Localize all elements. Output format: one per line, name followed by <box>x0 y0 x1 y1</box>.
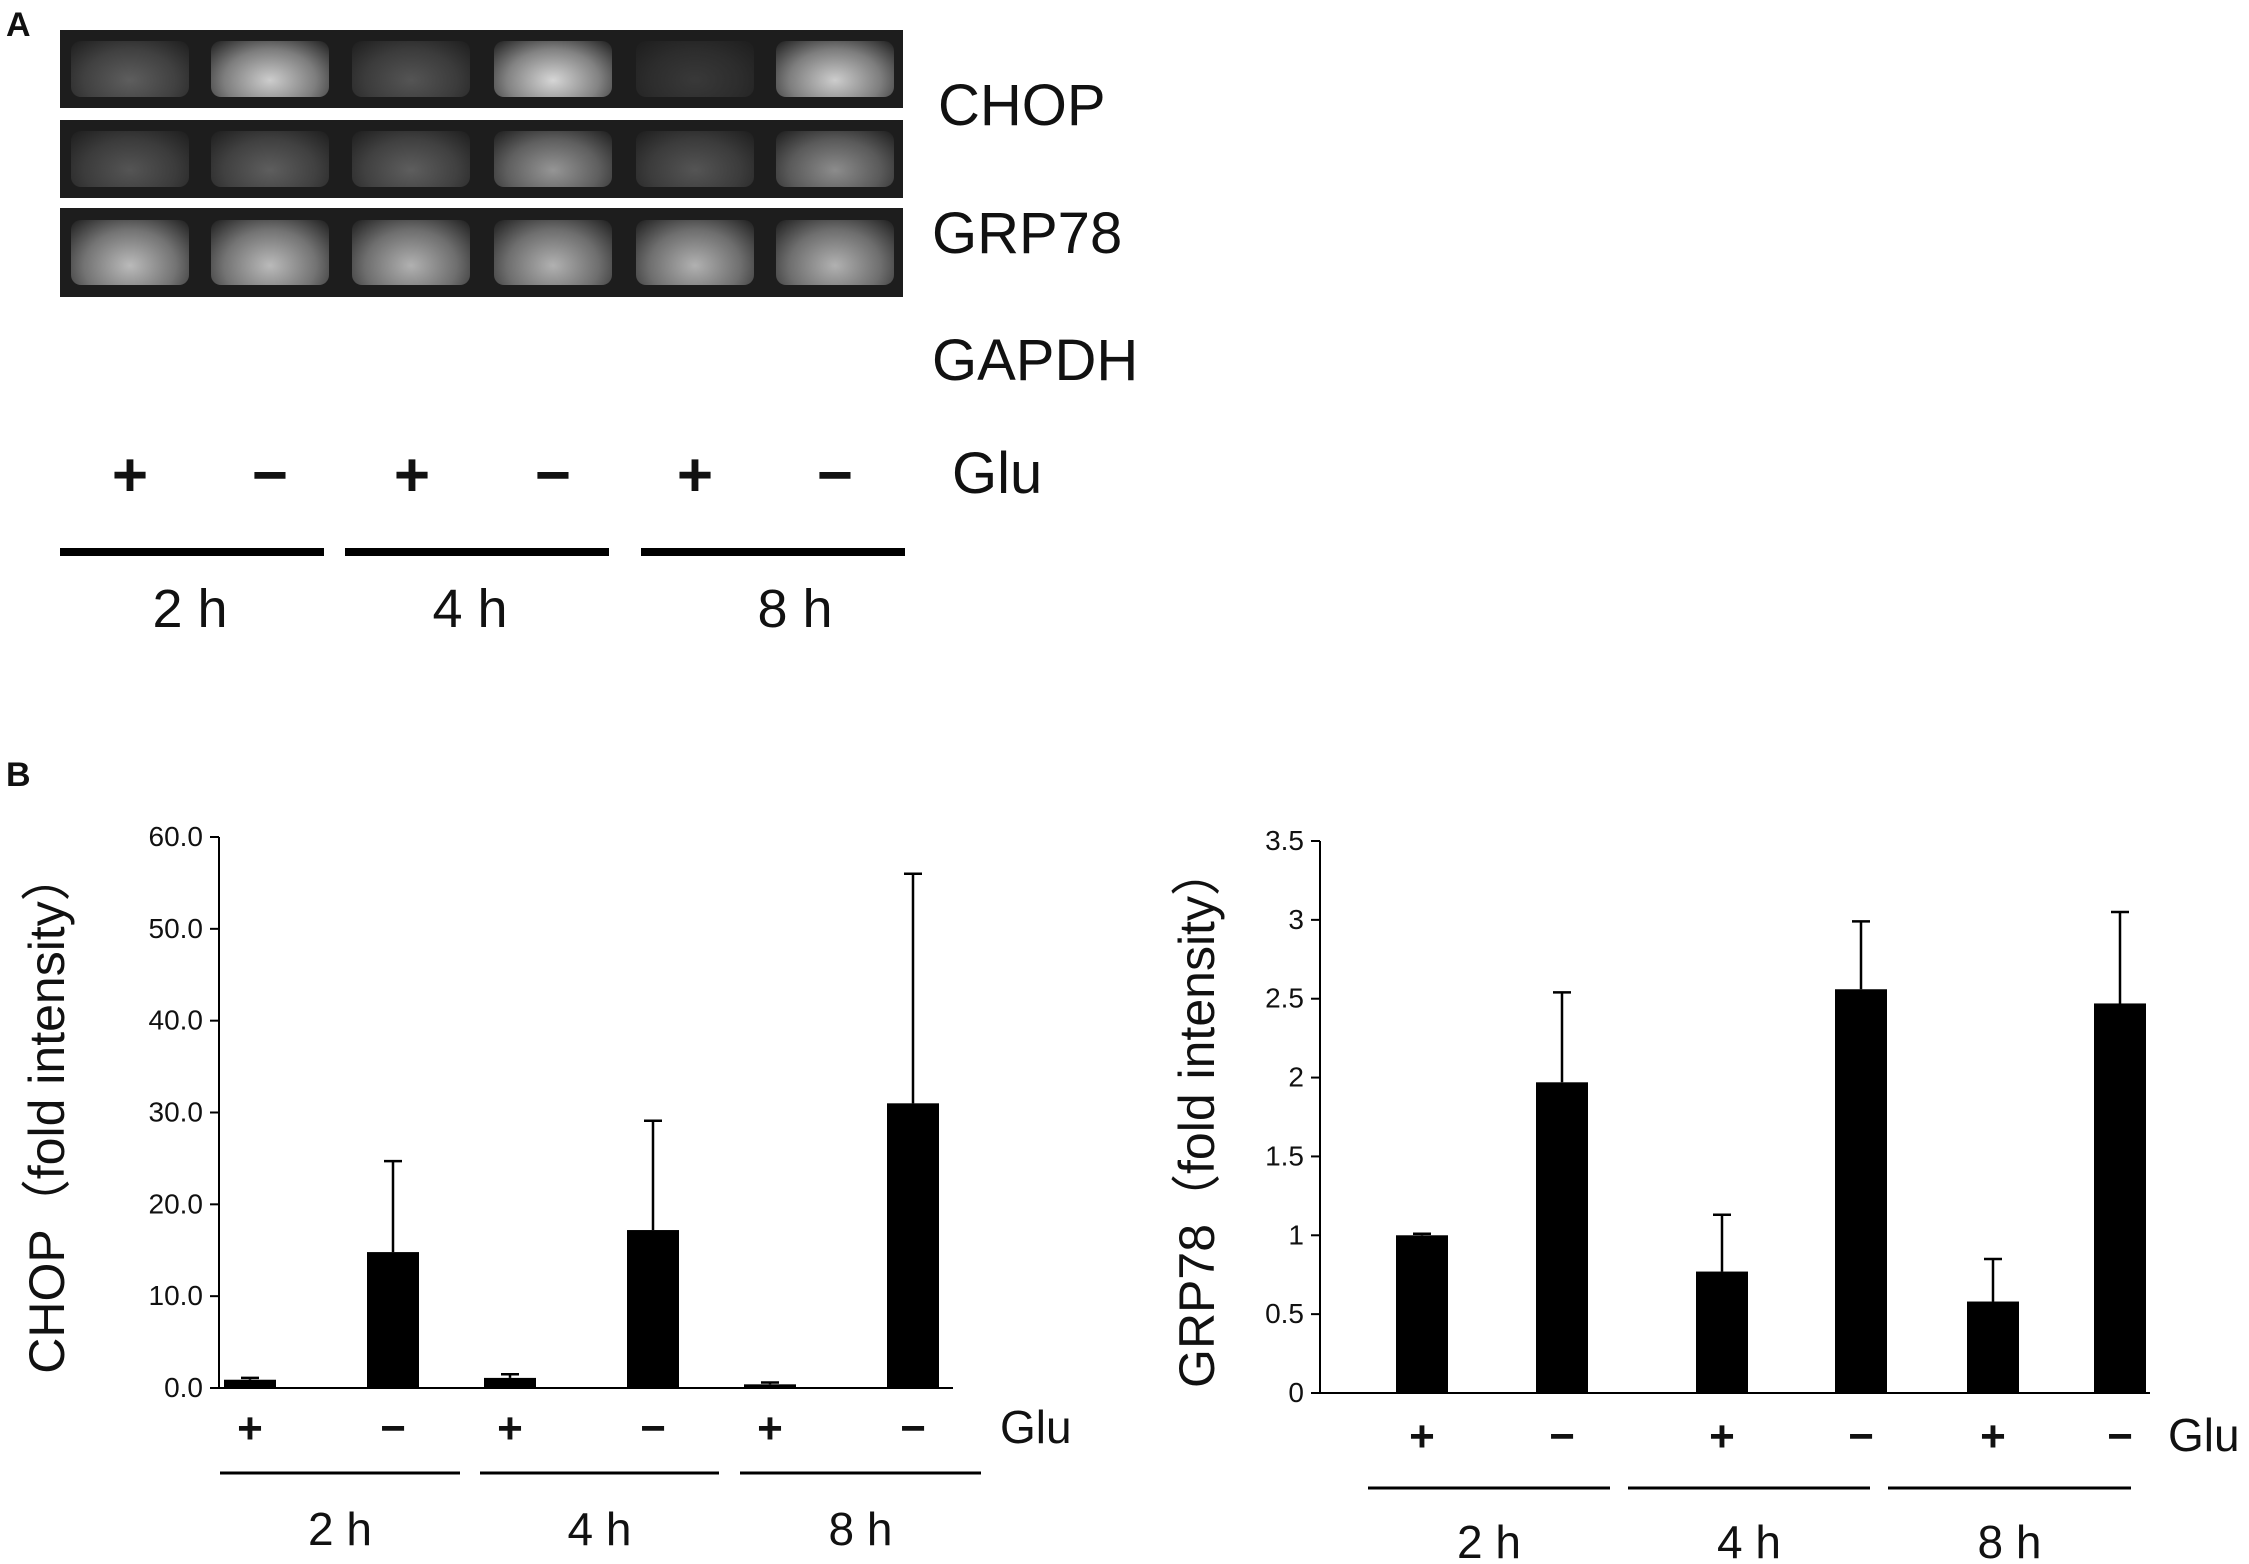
y-axis-label: GRP78（fold intensity） <box>1169 846 1225 1388</box>
lane-sign-5: + <box>676 441 714 510</box>
gel-row-grp78 <box>60 120 903 198</box>
gel-band <box>211 130 329 188</box>
y-tick-label: 0.0 <box>164 1372 203 1403</box>
gel-band <box>211 40 329 98</box>
gel-band <box>636 220 754 285</box>
y-tick-label: 60.0 <box>149 821 204 852</box>
y-tick-label: 30.0 <box>149 1097 204 1128</box>
bar <box>2094 1003 2146 1393</box>
category-sign: − <box>1549 1412 1575 1461</box>
gel-label-chop: CHOP <box>938 73 1106 138</box>
glu-label: Glu <box>2168 1409 2240 1461</box>
y-tick-label: 1 <box>1288 1219 1304 1250</box>
time-label-2h: 2 h <box>152 579 228 639</box>
gel-band <box>352 220 470 285</box>
group-label: 4 h <box>1717 1516 1781 1564</box>
gel-band <box>352 130 470 188</box>
bar <box>484 1377 536 1388</box>
category-sign: − <box>380 1404 406 1453</box>
y-tick-label: 2.5 <box>1265 983 1304 1014</box>
category-sign: + <box>497 1404 523 1453</box>
lane-sign-3: + <box>393 441 431 510</box>
category-sign: + <box>1409 1412 1435 1461</box>
gel-band <box>352 40 470 98</box>
y-tick-label: 3.5 <box>1265 825 1304 856</box>
y-tick-label: 1.5 <box>1265 1140 1304 1171</box>
chop-bar-chart: 0.0 10.0 20.0 30.0 40.0 50.0 60.0 CHOP（fold int… <box>19 821 1072 1555</box>
gel-band <box>636 40 754 98</box>
bar <box>1835 989 1887 1393</box>
time-label-4h: 4 h <box>432 579 508 639</box>
group-label: 8 h <box>829 1503 893 1555</box>
y-axis-label: CHOP（fold intensity） <box>19 851 75 1373</box>
time-label-8h: 8 h <box>757 579 833 639</box>
bar <box>224 1379 276 1388</box>
category-sign: − <box>2107 1412 2133 1461</box>
time-bar-2h <box>60 548 324 556</box>
gel-band <box>494 40 612 98</box>
gel-band <box>636 130 754 188</box>
category-sign: − <box>1848 1412 1874 1461</box>
gel-band <box>211 220 329 285</box>
bar <box>1967 1301 2019 1393</box>
bar <box>367 1252 419 1388</box>
y-tick-label: 40.0 <box>149 1005 204 1036</box>
bar <box>1536 1082 1588 1393</box>
group-label: 2 h <box>1457 1516 1521 1564</box>
grp78-bar-chart: 0 0.5 1 1.5 2 2.5 3 3.5 GRP78（fold intensity） + − +… <box>1169 825 2240 1564</box>
y-tick-label: 0 <box>1288 1377 1304 1408</box>
gel-band <box>494 220 612 285</box>
gel-band <box>494 130 612 188</box>
lane-sign-1: + <box>111 441 149 510</box>
gel-band <box>71 130 189 188</box>
glu-label-a: Glu <box>952 441 1043 506</box>
group-label: 2 h <box>308 1503 372 1555</box>
lane-sign-4: − <box>534 441 572 510</box>
category-sign: − <box>900 1404 926 1453</box>
group-label: 8 h <box>1978 1516 2042 1564</box>
time-bar-8h <box>641 548 905 556</box>
y-tick-label: 10.0 <box>149 1280 204 1311</box>
panel-b-letter: B <box>6 756 31 794</box>
category-sign: + <box>1709 1412 1735 1461</box>
gel-band <box>776 220 894 285</box>
gel-row-chop <box>60 30 903 108</box>
gel-band <box>71 220 189 285</box>
group-label: 4 h <box>568 1503 632 1555</box>
bar <box>887 1103 939 1388</box>
glu-label: Glu <box>1000 1401 1072 1453</box>
y-tick-label: 50.0 <box>149 913 204 944</box>
gel-band <box>776 130 894 188</box>
gel-label-gapdh: GAPDH <box>932 328 1139 393</box>
y-tick-label: 0.5 <box>1265 1298 1304 1329</box>
category-sign: − <box>640 1404 666 1453</box>
bar <box>1696 1271 1748 1393</box>
gel-row-gapdh <box>60 208 903 297</box>
lane-sign-2: − <box>251 441 289 510</box>
lane-sign-6: − <box>816 441 854 510</box>
panel-a-letter: A <box>6 6 31 44</box>
gel-band <box>71 40 189 98</box>
y-tick-label: 2 <box>1288 1062 1304 1093</box>
category-sign: + <box>237 1404 263 1453</box>
gel-label-grp78: GRP78 <box>932 201 1123 266</box>
category-sign: + <box>757 1404 783 1453</box>
bar <box>1396 1235 1448 1393</box>
category-sign: + <box>1980 1412 2006 1461</box>
y-tick-label: 20.0 <box>149 1188 204 1219</box>
gel-band <box>776 40 894 98</box>
bar <box>744 1384 796 1388</box>
time-bar-4h <box>345 548 609 556</box>
y-tick-label: 3 <box>1288 904 1304 935</box>
bar <box>627 1230 679 1388</box>
